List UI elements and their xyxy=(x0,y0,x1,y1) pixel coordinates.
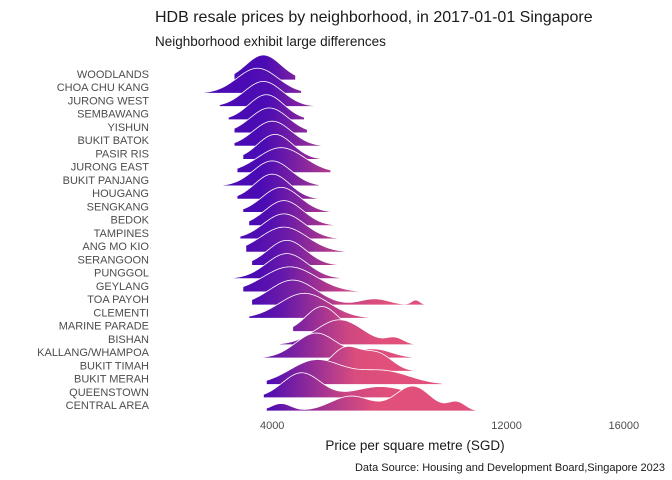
y-label-sembawang: SEMBAWANG xyxy=(77,109,149,121)
y-label-bishan: BISHAN xyxy=(108,334,149,346)
chart-caption: Data Source: Housing and Development Boa… xyxy=(355,462,665,474)
ridge-sembawang xyxy=(227,94,305,121)
y-label-geylang: GEYLANG xyxy=(96,281,149,293)
y-label-woodlands: WOODLANDS xyxy=(77,69,149,81)
y-label-marine-parade: MARINE PARADE xyxy=(59,321,149,333)
ridge-bukit-panjang xyxy=(204,160,320,187)
ridge-sengkang xyxy=(242,186,335,213)
x-axis-label: Price per square metre (SGD) xyxy=(325,438,504,453)
ridge-yishun xyxy=(233,107,308,134)
chart-subtitle: Neighborhood exhibit large differences xyxy=(155,34,386,49)
x-tick-label: 16000 xyxy=(609,420,640,432)
y-label-bukit-merah: BUKIT MERAH xyxy=(74,374,149,386)
ridge-pasir-ris xyxy=(242,134,323,160)
y-label-serangoon: SERANGOON xyxy=(77,254,149,266)
y-label-ang-mo-kio: ANG MO KIO xyxy=(82,241,149,253)
ridge-hougang xyxy=(236,173,329,200)
ridge-jurong-west xyxy=(219,81,320,107)
ridge-toa-payoh xyxy=(251,279,434,306)
x-axis-ticks: 4000 12000 16000 xyxy=(260,420,639,432)
ridge-punggol xyxy=(224,253,355,279)
ridge-clementi xyxy=(248,292,379,319)
y-label-clementi: CLEMENTI xyxy=(93,307,149,319)
y-label-bukit-batok: BUKIT BATOK xyxy=(77,135,149,147)
y-label-bukit-panjang: BUKIT PANJANG xyxy=(63,175,149,187)
y-label-yishun: YISHUN xyxy=(107,122,149,134)
y-label-toa-payoh: TOA PAYOH xyxy=(87,294,149,306)
y-label-choa-chu-kang: CHOA CHU KANG xyxy=(57,82,149,94)
ridge-central-area xyxy=(265,385,484,412)
y-label-punggol: PUNGGOL xyxy=(94,268,149,280)
y-label-bedok: BEDOK xyxy=(110,215,149,227)
ridge-bukit-batok xyxy=(233,120,332,147)
y-label-queenstown: QUEENSTOWN xyxy=(69,387,149,399)
y-label-tampines: TAMPINES xyxy=(94,228,149,240)
x-tick-label: 12000 xyxy=(491,420,522,432)
y-label-central-area: CENTRAL AREA xyxy=(66,400,150,412)
y-label-sengkang: SENGKANG xyxy=(87,201,149,213)
y-label-kallang-whampoa: KALLANG/WHAMPOA xyxy=(37,347,150,359)
y-label-jurong-east: JURONG EAST xyxy=(71,162,150,174)
y-label-hougang: HOUGANG xyxy=(92,188,149,200)
y-label-pasir-ris: PASIR RIS xyxy=(95,148,149,160)
ridges-group xyxy=(198,54,484,412)
x-tick-label: 4000 xyxy=(260,420,284,432)
y-label-jurong-west: JURONG WEST xyxy=(68,95,150,107)
chart-title: HDB resale prices by neighborhood, in 20… xyxy=(155,9,593,26)
y-label-bukit-timah: BUKIT TIMAH xyxy=(80,360,149,372)
